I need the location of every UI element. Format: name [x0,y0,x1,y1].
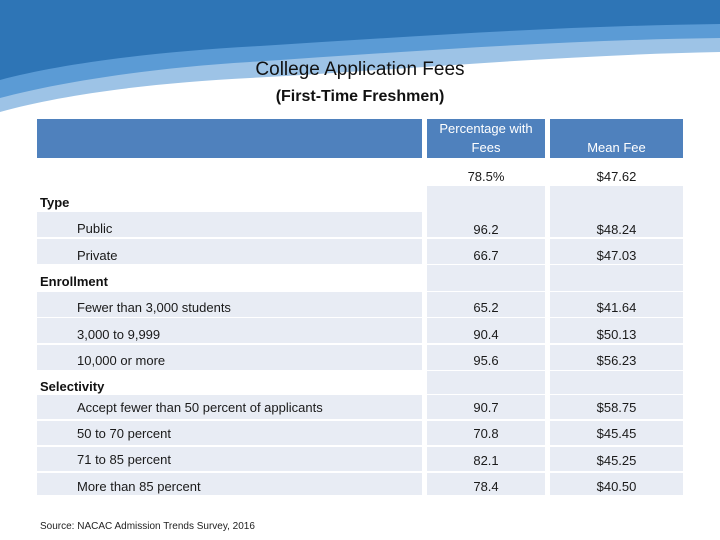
table-header-label-cell [37,119,422,158]
table-row [37,212,422,237]
row-fee-10000-or-more: $56.23 [596,353,637,368]
table-header-pct-cell: Percentage with Fees [427,119,545,158]
type-band-pct [427,186,545,212]
page-subtitle: (First-Time Freshmen) [275,88,445,105]
row-label-private: Private [77,248,118,263]
table-row-fee-cell [550,212,683,237]
row-fee-public: $48.24 [596,222,637,237]
row-fee-3000-to-9999: $50.13 [596,327,637,342]
table-row-fee-cell [550,292,683,317]
table-row [37,395,422,419]
table-row [37,473,422,495]
table-row-pct-cell [427,473,545,495]
table-row-pct-cell [427,395,545,419]
table-row-fee-cell [550,345,683,370]
table-row [37,292,422,317]
group-label-type: Type [40,195,70,210]
row-label-public: Public [77,221,113,236]
selectivity-band-fee [550,371,683,394]
row-label-fewer-than-3000: Fewer than 3,000 students [77,300,231,315]
row-label-71-to-85: 71 to 85 percent [77,452,171,467]
table-row [37,447,422,471]
row-fee-private: $47.03 [596,248,637,263]
column-header-percentage: Percentage with Fees [439,121,533,155]
selectivity-band-pct [427,371,545,394]
row-fee-71-to-85: $45.25 [596,453,637,468]
table-row-pct-cell [427,292,545,317]
overall-mean-fee: $47.62 [596,169,637,184]
row-label-accept-fewer-than-50: Accept fewer than 50 percent of applican… [77,400,323,415]
table-row [37,421,422,445]
table-row [37,345,422,370]
row-pct-more-than-85: 78.4 [473,479,499,494]
group-label-enrollment: Enrollment [40,274,108,289]
enrollment-band-pct [427,265,545,291]
row-fee-fewer-than-3000: $41.64 [596,300,637,315]
row-pct-private: 66.7 [473,248,499,263]
table-row [37,239,422,264]
row-fee-more-than-85: $40.50 [596,479,637,494]
table-row-fee-cell [550,447,683,471]
type-band-fee [550,186,683,212]
enrollment-band-fee [550,265,683,291]
table-row-fee-cell [550,421,683,445]
page-title: College Application Fees [255,59,465,80]
column-header-mean-fee: Mean Fee [587,140,646,155]
table-row-pct-cell [427,421,545,445]
table-header-fee-cell: Mean Fee [550,119,683,158]
table-row-fee-cell [550,395,683,419]
source-note: Source: NACAC Admission Trends Survey, 2… [40,521,255,532]
table-row-fee-cell [550,473,683,495]
table-row-pct-cell [427,345,545,370]
row-fee-50-to-70: $45.45 [596,426,637,441]
row-label-more-than-85: More than 85 percent [77,479,201,494]
header-wave-decoration [0,0,720,112]
row-pct-fewer-than-3000: 65.2 [473,300,499,315]
table-row-pct-cell [427,318,545,343]
table-row-pct-cell [427,447,545,471]
group-label-selectivity: Selectivity [40,379,105,394]
row-fee-accept-fewer-than-50: $58.75 [596,400,637,415]
row-label-3000-to-9999: 3,000 to 9,999 [77,327,161,342]
table-row-fee-cell [550,239,683,264]
row-label-10000-or-more: 10,000 or more [77,353,166,368]
row-pct-10000-or-more: 95.6 [473,353,499,368]
row-label-50-to-70: 50 to 70 percent [77,426,171,441]
row-pct-71-to-85: 82.1 [473,453,499,468]
table-row [37,318,422,343]
table-row-pct-cell [427,212,545,237]
table-row-pct-cell [427,239,545,264]
row-pct-3000-to-9999: 90.4 [473,327,499,342]
row-pct-public: 96.2 [473,222,499,237]
overall-percentage: 78.5% [467,169,505,184]
table-row-fee-cell [550,318,683,343]
row-pct-50-to-70: 70.8 [473,426,499,441]
row-pct-accept-fewer-than-50: 90.7 [473,400,499,415]
